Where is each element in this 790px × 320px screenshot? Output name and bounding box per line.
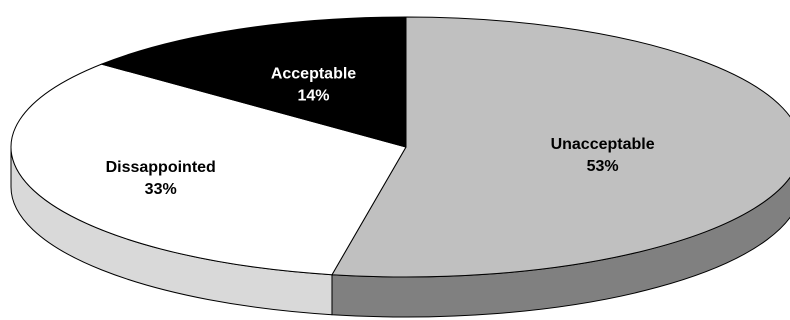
pie-label-unacceptable: Unacceptable 53% xyxy=(551,136,655,175)
pie-category-label: Unacceptable xyxy=(551,136,655,153)
pie-category-label: Dissappointed xyxy=(106,159,216,176)
pie-value-label: 53% xyxy=(587,158,619,175)
pie-slice-dissappointed xyxy=(10,63,407,276)
pie-value-label: 33% xyxy=(145,181,177,198)
pie-labels: Unacceptable 53% Dissappointed 33% Acceptabl… xyxy=(106,65,655,198)
pie-value-label: 14% xyxy=(297,87,329,104)
pie-label-dissappointed: Dissappointed 33% xyxy=(106,159,216,198)
pie-slice-unacceptable xyxy=(331,16,790,278)
pie-category-label: Acceptable xyxy=(271,65,356,82)
pie-label-acceptable: Acceptable 14% xyxy=(271,65,356,104)
pie-slice-acceptable xyxy=(101,16,407,148)
pie-slices xyxy=(10,16,790,278)
